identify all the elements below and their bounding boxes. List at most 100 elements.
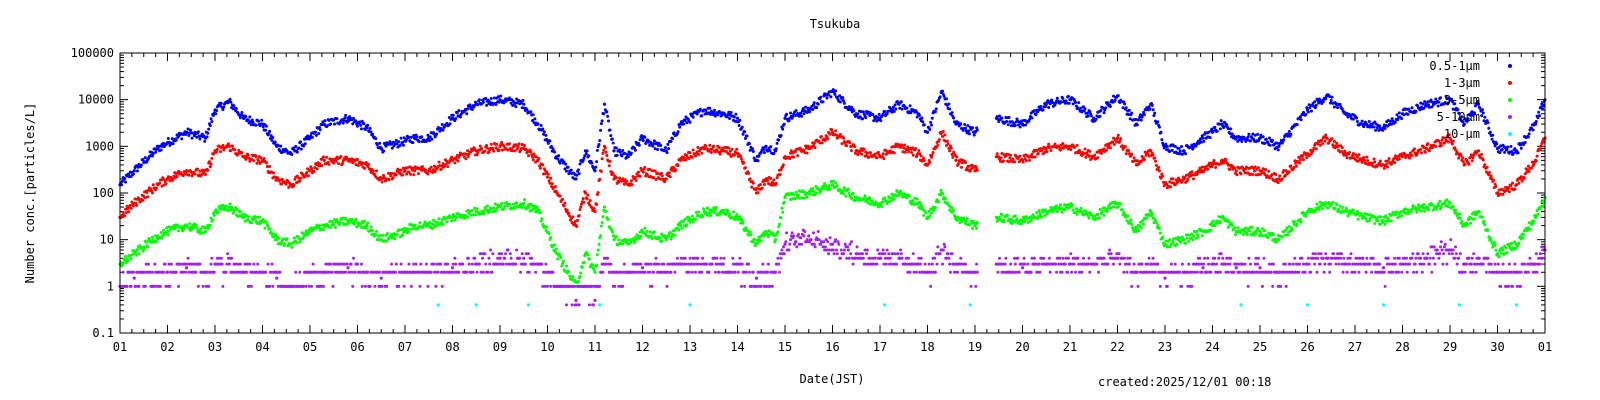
- data-point: [314, 130, 318, 134]
- data-point: [1328, 101, 1332, 105]
- data-point: [375, 143, 379, 147]
- data-point: [630, 183, 634, 187]
- data-point: [1030, 116, 1034, 120]
- data-point: [131, 204, 135, 208]
- data-point: [1112, 143, 1116, 147]
- data-point: [238, 210, 242, 214]
- x-tick-label: 13: [683, 340, 697, 354]
- data-point: [1526, 135, 1530, 139]
- data-point: [437, 160, 441, 164]
- data-point: [1516, 151, 1520, 155]
- data-point: [233, 148, 237, 152]
- data-point: [1180, 179, 1184, 183]
- data-point: [1498, 151, 1502, 155]
- data-point: [802, 112, 806, 116]
- data-point: [318, 125, 321, 129]
- data-point: [201, 231, 205, 235]
- data-point: [717, 146, 721, 150]
- data-point: [685, 223, 689, 227]
- data-point: [713, 211, 717, 215]
- data-point: [1289, 164, 1293, 168]
- data-point: [1233, 166, 1237, 170]
- data-point: [701, 146, 705, 150]
- data-point: [620, 154, 624, 158]
- data-point: [520, 106, 524, 110]
- data-point: [1419, 101, 1423, 105]
- data-point: [861, 117, 865, 121]
- data-point: [955, 155, 959, 159]
- data-point: [952, 116, 956, 120]
- data-point: [774, 147, 778, 151]
- data-point: [129, 257, 133, 261]
- data-point: [341, 121, 345, 125]
- x-tick-label: 06: [350, 340, 364, 354]
- data-point: [587, 154, 591, 158]
- data-point: [700, 114, 704, 118]
- data-point: [869, 151, 872, 155]
- data-point: [696, 145, 700, 149]
- data-point: [1069, 147, 1073, 151]
- data-point: [1184, 152, 1188, 156]
- data-point: [485, 103, 489, 107]
- data-point: [224, 204, 228, 208]
- data-point: [537, 156, 541, 160]
- data-point: [151, 183, 155, 187]
- data-point: [509, 101, 513, 105]
- data-point: [583, 254, 587, 258]
- data-point: [1541, 104, 1545, 108]
- data-point: [1362, 125, 1366, 129]
- data-point: [407, 230, 411, 234]
- data-point: [407, 135, 411, 139]
- data-point: [1142, 158, 1146, 162]
- data-point: [1397, 111, 1401, 115]
- data-point: [788, 116, 792, 120]
- data-point: [441, 128, 445, 132]
- data-point: [1084, 155, 1088, 159]
- data-point: [576, 279, 580, 283]
- data-point: [254, 155, 258, 159]
- data-point: [537, 208, 541, 212]
- data-point: [1065, 101, 1069, 105]
- data-point: [641, 170, 645, 174]
- data-point: [154, 234, 158, 238]
- data-point: [208, 223, 212, 227]
- data-point: [1183, 176, 1187, 180]
- data-point: [1268, 136, 1271, 140]
- data-point: [497, 148, 501, 152]
- data-point: [834, 129, 838, 133]
- data-point: [637, 143, 641, 147]
- data-point: [549, 176, 553, 180]
- data-point: [875, 156, 879, 160]
- data-point: [1201, 136, 1205, 140]
- data-point: [417, 140, 421, 144]
- data-point: [249, 123, 253, 127]
- data-point: [215, 109, 219, 113]
- data-point: [478, 144, 482, 148]
- data-point: [527, 205, 531, 209]
- data-point: [838, 100, 842, 104]
- data-point: [1088, 109, 1092, 113]
- data-point: [1395, 113, 1399, 117]
- data-point: [1396, 118, 1400, 122]
- data-point: [578, 275, 582, 279]
- data-point: [1047, 142, 1051, 146]
- y-tick-label: 10000: [78, 93, 114, 107]
- data-point: [246, 153, 250, 157]
- data-point: [180, 137, 184, 141]
- data-point: [1256, 166, 1260, 170]
- data-point: [956, 121, 960, 125]
- data-point: [1150, 103, 1154, 107]
- data-point: [1537, 110, 1541, 114]
- data-point: [1119, 137, 1123, 141]
- data-point: [546, 175, 549, 179]
- data-point: [430, 137, 434, 141]
- data-point: [663, 177, 667, 181]
- data-point: [805, 195, 809, 199]
- data-point: [484, 96, 488, 100]
- data-point: [1503, 150, 1507, 154]
- data-point: [1494, 184, 1498, 188]
- data-point: [303, 142, 307, 146]
- data-point: [298, 179, 302, 183]
- data-point: [453, 218, 457, 222]
